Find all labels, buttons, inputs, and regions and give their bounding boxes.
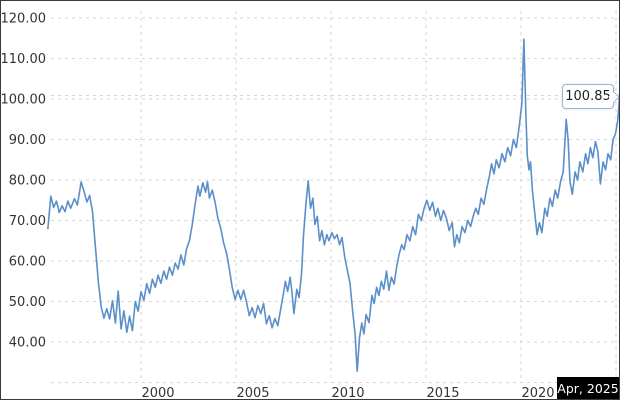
y-axis-tick-label: 120.00: [1, 12, 46, 27]
price-line: [47, 38, 619, 373]
x-axis-tick-label: 2000: [141, 386, 174, 399]
y-axis-tick-label: 110.00: [1, 52, 46, 67]
current-value-label: 100.85: [565, 89, 611, 104]
y-axis-tick-label: 90.00: [9, 133, 46, 148]
y-axis-tick-label: 70.00: [9, 214, 46, 229]
x-axis-tick-label: 2015: [426, 386, 459, 399]
y-axis-tick-label: 40.00: [9, 336, 46, 351]
current-period-label: Apr, 2025: [557, 380, 619, 396]
current-period-badge: Apr, 2025: [557, 377, 619, 399]
y-axis-tick-label: 80.00: [9, 174, 46, 189]
x-axis-tick-label: 2010: [331, 386, 364, 399]
y-axis-tick-label: 50.00: [9, 295, 46, 310]
y-axis-tick-label: 60.00: [9, 255, 46, 270]
current-value-tooltip: 100.85: [562, 84, 614, 109]
x-axis-tick-label: 2020: [521, 386, 554, 399]
x-axis-tick-label: 2005: [236, 386, 269, 399]
y-axis-tick-label: 100.00: [1, 93, 46, 108]
